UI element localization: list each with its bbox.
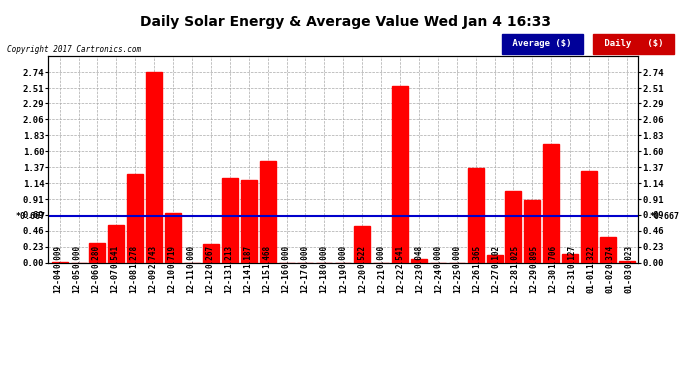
Text: *0.667: *0.667 <box>15 211 46 220</box>
Bar <box>505 191 522 262</box>
Text: 2.743: 2.743 <box>148 245 157 268</box>
Text: 12-29: 12-29 <box>529 268 538 293</box>
Text: 12-16: 12-16 <box>282 268 290 293</box>
Text: 0.000: 0.000 <box>282 245 290 268</box>
Bar <box>581 171 597 262</box>
Bar <box>146 72 162 262</box>
Text: 12-25: 12-25 <box>453 268 462 293</box>
Text: 0.000: 0.000 <box>186 245 195 268</box>
Bar <box>221 178 238 262</box>
Text: 12-09: 12-09 <box>148 268 157 293</box>
Text: 12-28: 12-28 <box>510 268 519 293</box>
Text: 0.127: 0.127 <box>567 245 576 268</box>
Bar <box>203 244 219 262</box>
Bar <box>354 226 371 262</box>
Text: 01-01: 01-01 <box>586 268 595 293</box>
Bar <box>619 261 635 262</box>
Text: 12-08: 12-08 <box>130 268 139 293</box>
Text: 0.541: 0.541 <box>110 245 119 268</box>
Bar <box>468 168 484 262</box>
Text: 0.000: 0.000 <box>319 245 328 268</box>
Text: 12-07: 12-07 <box>110 268 119 293</box>
Text: 12-19: 12-19 <box>339 268 348 293</box>
Text: 0.895: 0.895 <box>529 245 538 268</box>
Bar <box>600 237 616 262</box>
Text: 12-26: 12-26 <box>472 268 481 293</box>
Text: 1.468: 1.468 <box>263 245 272 268</box>
Text: 0.000: 0.000 <box>301 245 310 268</box>
Text: 1.025: 1.025 <box>510 245 519 268</box>
Text: 0.102: 0.102 <box>491 245 500 268</box>
Text: 0.023: 0.023 <box>624 245 633 268</box>
Text: 12-11: 12-11 <box>186 268 195 293</box>
Text: 12-22: 12-22 <box>396 268 405 293</box>
Bar <box>127 174 144 262</box>
Text: 0.000: 0.000 <box>377 245 386 268</box>
Text: 1.365: 1.365 <box>472 245 481 268</box>
Text: Daily   ($): Daily ($) <box>599 39 669 48</box>
Bar <box>108 225 124 262</box>
Text: 12-20: 12-20 <box>358 268 367 293</box>
Text: Daily Solar Energy & Average Value Wed Jan 4 16:33: Daily Solar Energy & Average Value Wed J… <box>139 15 551 29</box>
Bar <box>411 259 427 262</box>
Text: 1.322: 1.322 <box>586 245 595 268</box>
Bar <box>543 144 560 262</box>
Text: 12-18: 12-18 <box>319 268 328 293</box>
Bar <box>165 213 181 262</box>
Bar <box>562 254 578 262</box>
Text: 12-27: 12-27 <box>491 268 500 293</box>
Text: 12-13: 12-13 <box>224 268 234 293</box>
Text: 12-06: 12-06 <box>91 268 100 293</box>
Bar <box>259 160 276 262</box>
Bar <box>486 255 502 262</box>
Text: 2.541: 2.541 <box>396 245 405 268</box>
Text: 01-02: 01-02 <box>605 268 614 293</box>
Bar <box>241 180 257 262</box>
Bar <box>392 86 408 262</box>
Text: 0.000: 0.000 <box>453 245 462 268</box>
Text: 12-05: 12-05 <box>72 268 81 293</box>
Text: 12-12: 12-12 <box>206 268 215 293</box>
Text: 12-30: 12-30 <box>548 268 557 293</box>
Text: 0.000: 0.000 <box>72 245 81 268</box>
Bar <box>90 243 106 262</box>
Text: 0.048: 0.048 <box>415 245 424 268</box>
Text: 0.000: 0.000 <box>339 245 348 268</box>
Text: 0.000: 0.000 <box>434 245 443 268</box>
Text: 0.522: 0.522 <box>358 245 367 268</box>
Text: 0.719: 0.719 <box>168 245 177 268</box>
Text: 0.009: 0.009 <box>53 245 62 268</box>
Text: 1.187: 1.187 <box>244 245 253 268</box>
Text: 12-31: 12-31 <box>567 268 576 293</box>
Text: 0.374: 0.374 <box>605 245 614 268</box>
Text: 01-03: 01-03 <box>624 268 633 293</box>
Text: 12-21: 12-21 <box>377 268 386 293</box>
Text: 12-10: 12-10 <box>168 268 177 293</box>
Text: 12-15: 12-15 <box>263 268 272 293</box>
Text: 0.267: 0.267 <box>206 245 215 268</box>
Text: 12-14: 12-14 <box>244 268 253 293</box>
Bar <box>524 200 540 262</box>
Text: 0.280: 0.280 <box>91 245 100 268</box>
Text: 1.706: 1.706 <box>548 245 557 268</box>
Text: 12-23: 12-23 <box>415 268 424 293</box>
Text: 1.213: 1.213 <box>224 245 234 268</box>
Text: 1.278: 1.278 <box>130 245 139 268</box>
Text: Average ($): Average ($) <box>507 39 577 48</box>
Text: 12-04: 12-04 <box>53 268 62 293</box>
Text: *0.667: *0.667 <box>649 211 680 220</box>
Text: 12-24: 12-24 <box>434 268 443 293</box>
Text: Copyright 2017 Cartronics.com: Copyright 2017 Cartronics.com <box>7 45 141 54</box>
Text: 12-17: 12-17 <box>301 268 310 293</box>
